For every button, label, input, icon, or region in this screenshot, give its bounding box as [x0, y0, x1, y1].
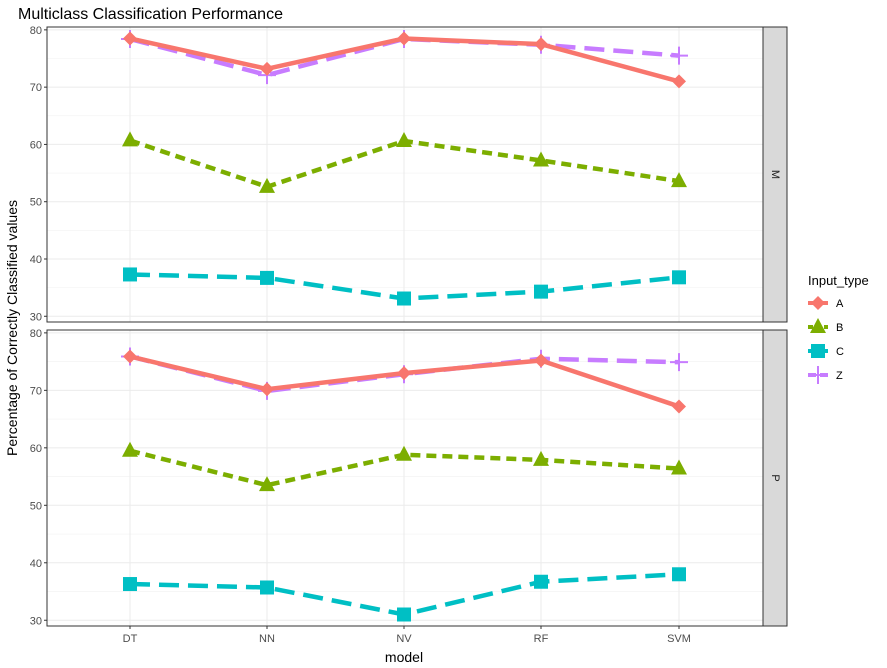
data-point-A [672, 399, 686, 414]
facet-strip [762, 329, 788, 627]
data-point-B [396, 131, 412, 147]
data-point-B [671, 172, 687, 188]
data-point-C [123, 577, 137, 592]
x-tick-label: NN [259, 633, 275, 645]
y-axis-title: Percentage of Correctly Classified value… [4, 200, 20, 456]
facet-panels: 30 40 50 60 70 80 M 30 40 50 60 70 80 P DT NN NV RF SVM [30, 25, 788, 645]
y-tick-label: 70 [30, 385, 42, 397]
y-tick-label: 30 [30, 615, 42, 627]
facet-strip [762, 26, 788, 323]
legend-title: Input_type [808, 273, 869, 288]
chart-title: Multiclass Classification Performance [18, 6, 283, 23]
legend-item-A: A [808, 296, 844, 310]
y-tick-label: 30 [30, 311, 42, 323]
legend-label: C [836, 346, 844, 358]
legend-key-marker [811, 296, 825, 310]
legend-key-marker [810, 318, 826, 333]
data-point-A [397, 31, 411, 46]
facet-panel-M: 30 40 50 60 70 80 M [30, 25, 788, 323]
facet-strip-label: P [769, 474, 781, 481]
x-tick-label: DT [123, 633, 138, 645]
data-point-B [396, 445, 412, 461]
legend-label: A [836, 298, 844, 310]
y-tick-label: 60 [30, 139, 42, 151]
legend-item-Z: Z [808, 366, 843, 384]
data-point-Z [670, 46, 688, 65]
x-tick-label: NV [396, 633, 412, 645]
facet-panel-P: 30 40 50 60 70 80 P [30, 328, 788, 627]
legend-label: B [836, 322, 843, 334]
y-tick-label: 40 [30, 254, 42, 266]
x-tick-label: SVM [667, 633, 691, 645]
data-point-B [259, 476, 275, 492]
data-point-B [533, 450, 549, 466]
data-point-C [260, 270, 274, 285]
data-point-C [260, 580, 274, 595]
data-point-C [123, 267, 137, 282]
data-point-A [397, 366, 411, 381]
y-tick-label: 40 [30, 558, 42, 570]
data-point-A [123, 349, 137, 364]
data-point-C [672, 567, 686, 582]
legend-label: Z [836, 370, 843, 382]
legend-item-B: B [808, 318, 843, 334]
data-point-C [397, 291, 411, 306]
x-axis-title: model [385, 649, 423, 665]
data-point-A [534, 353, 548, 368]
legend-key-marker [811, 344, 825, 358]
y-tick-label: 50 [30, 500, 42, 512]
facet-strip-label: M [769, 170, 781, 179]
data-point-C [672, 270, 686, 285]
data-point-B [671, 459, 687, 475]
data-point-C [534, 284, 548, 299]
data-point-B [122, 441, 138, 457]
x-tick-label: RF [534, 633, 549, 645]
y-tick-label: 80 [30, 328, 42, 340]
data-point-A [123, 31, 137, 46]
y-tick-label: 50 [30, 197, 42, 209]
y-tick-label: 80 [30, 25, 42, 37]
data-point-B [122, 131, 138, 147]
data-point-C [534, 574, 548, 589]
data-point-A [672, 74, 686, 89]
data-point-B [259, 177, 275, 193]
legend-key-marker [809, 366, 827, 384]
y-tick-label: 60 [30, 443, 42, 455]
data-point-B [533, 151, 549, 167]
series-line-Z [129, 36, 680, 78]
data-point-A [534, 37, 548, 52]
y-tick-label: 70 [30, 82, 42, 94]
data-point-Z [670, 353, 688, 372]
data-point-A [260, 382, 274, 397]
data-point-A [260, 61, 274, 76]
legend-item-C: C [808, 344, 844, 358]
data-point-C [397, 607, 411, 622]
